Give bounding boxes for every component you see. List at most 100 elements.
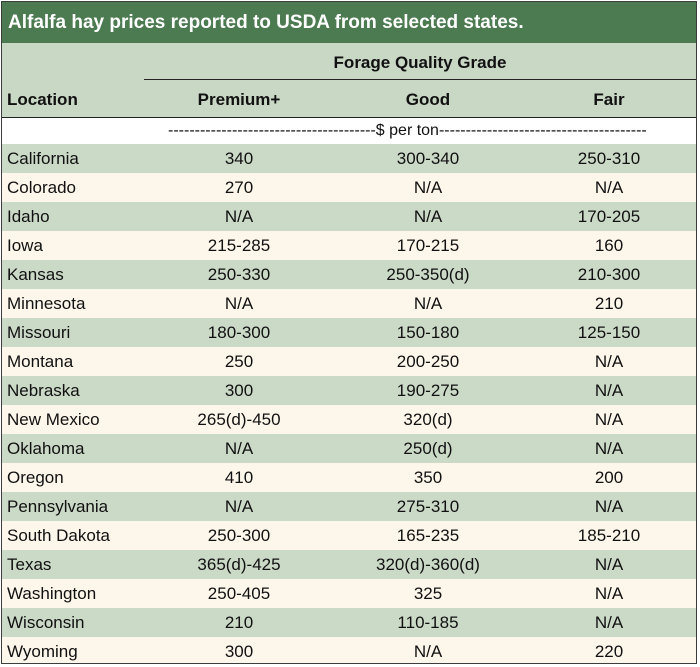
premium-cell: N/A (224, 497, 254, 516)
fair-cell: N/A (594, 584, 624, 603)
fair-cell: N/A (594, 410, 624, 429)
premium-cell: N/A (224, 294, 254, 313)
good-cell: 150-180 (396, 323, 460, 342)
fair-cell: N/A (594, 178, 624, 197)
good-cell: 350 (413, 468, 443, 487)
good-cell: 325 (413, 584, 443, 603)
table-header: Forage Quality Grade Location Premium+ G… (2, 43, 696, 117)
forage-quality-grade-header: Forage Quality Grade (333, 53, 507, 72)
location-cell: Colorado (7, 178, 76, 197)
table-row: Texas 365(d)-425 320(d)-360(d) N/A (2, 550, 696, 579)
table-row: Wisconsin 210 110-185 N/A (2, 608, 696, 637)
location-cell: California (7, 149, 79, 168)
good-cell: 110-185 (397, 613, 459, 632)
fair-column-header: Fair (593, 90, 625, 109)
premium-cell: 250-405 (207, 584, 271, 603)
premium-cell: 265(d)-450 (197, 410, 281, 429)
table-row: Montana 250 200-250 N/A (2, 347, 696, 376)
good-cell: N/A (413, 642, 443, 661)
location-cell: Oklahoma (7, 439, 85, 458)
table-row: Iowa 215-285 170-215 160 (2, 231, 696, 260)
good-cell: 300-340 (396, 149, 460, 168)
fair-cell: 210 (594, 294, 624, 313)
good-cell: N/A (413, 207, 443, 226)
location-cell: Washington (7, 584, 97, 603)
good-cell: 275-310 (396, 497, 460, 516)
premium-cell: 250-300 (207, 526, 271, 545)
fair-cell: N/A (594, 613, 624, 632)
location-cell: Wyoming (7, 642, 78, 661)
premium-cell: 300 (224, 642, 254, 661)
location-column-header: Location (7, 90, 78, 109)
fair-cell: N/A (594, 497, 624, 516)
premium-cell: 250 (224, 352, 254, 371)
table-row: Wyoming 300 N/A 220 (2, 637, 696, 663)
location-cell: Montana (7, 352, 74, 371)
good-cell: 190-275 (396, 381, 460, 400)
table-row: Idaho N/A N/A 170-205 (2, 202, 696, 231)
table-row: Minnesota N/A N/A 210 (2, 289, 696, 318)
good-cell: 320(d) (403, 410, 453, 429)
location-cell: Missouri (7, 323, 71, 342)
premium-cell: 215-285 (207, 236, 271, 255)
premium-cell: 340 (224, 149, 254, 168)
good-cell: 200-250 (396, 352, 460, 371)
location-cell: Idaho (7, 207, 50, 226)
group-header-rule (144, 79, 696, 80)
fair-cell: 125-150 (577, 323, 641, 342)
location-cell: Iowa (7, 236, 43, 255)
location-cell: New Mexico (7, 410, 100, 429)
good-column-header: Good (405, 90, 451, 109)
location-cell: South Dakota (7, 526, 111, 545)
table-row: South Dakota 250-300 165-235 185-210 (2, 521, 696, 550)
table-row: Pennsylvania N/A 275-310 N/A (2, 492, 696, 521)
table-row: Oregon 410 350 200 (2, 463, 696, 492)
premium-column-header: Premium+ (197, 90, 281, 109)
table-row: Nebraska 300 190-275 N/A (2, 376, 696, 405)
location-cell: Minnesota (7, 294, 86, 313)
fair-cell: N/A (594, 439, 624, 458)
premium-cell: 300 (224, 381, 254, 400)
units-row: ---------------------------------------$… (2, 118, 696, 144)
table-row: New Mexico 265(d)-450 320(d) N/A (2, 405, 696, 434)
table-row: Washington 250-405 325 N/A (2, 579, 696, 608)
table-row: Oklahoma N/A 250(d) N/A (2, 434, 696, 463)
fair-cell: N/A (594, 555, 624, 574)
good-cell: 320(d)-360(d) (376, 555, 480, 574)
premium-cell: N/A (224, 439, 254, 458)
premium-cell: 365(d)-425 (197, 555, 281, 574)
premium-cell: 250-330 (207, 265, 271, 284)
location-cell: Pennsylvania (7, 497, 109, 516)
header-bottom-rule (2, 117, 696, 118)
good-cell: 250(d) (403, 439, 453, 458)
fair-cell: N/A (594, 352, 624, 371)
table-row: Missouri 180-300 150-180 125-150 (2, 318, 696, 347)
good-cell: N/A (413, 294, 443, 313)
table-body: California 340 300-340 250-310 Colorado 270 N/… (2, 144, 696, 663)
good-cell: 165-235 (396, 526, 460, 545)
good-cell: 170-215 (396, 236, 460, 255)
fair-cell: 210-300 (577, 265, 641, 284)
location-cell: Nebraska (7, 381, 80, 400)
premium-cell: 210 (224, 613, 254, 632)
premium-cell: 410 (224, 468, 254, 487)
premium-cell: N/A (224, 207, 254, 226)
good-cell: 250-350(d) (386, 265, 470, 284)
table-row: Colorado 270 N/A N/A (2, 173, 696, 202)
location-cell: Kansas (7, 265, 64, 284)
fair-cell: N/A (594, 381, 624, 400)
premium-cell: 180-300 (207, 323, 271, 342)
fair-cell: 170-205 (577, 207, 641, 226)
fair-cell: 185-210 (577, 526, 641, 545)
table-row: California 340 300-340 250-310 (2, 144, 696, 173)
location-cell: Wisconsin (7, 613, 85, 632)
fair-cell: 160 (594, 236, 624, 255)
location-cell: Texas (7, 555, 52, 574)
fair-cell: 250-310 (577, 149, 641, 168)
fair-cell: 220 (594, 642, 624, 661)
premium-cell: 270 (224, 178, 254, 197)
table-title: Alfalfa hay prices reported to USDA from… (2, 2, 696, 43)
fair-cell: 200 (594, 468, 624, 487)
good-cell: N/A (413, 178, 443, 197)
